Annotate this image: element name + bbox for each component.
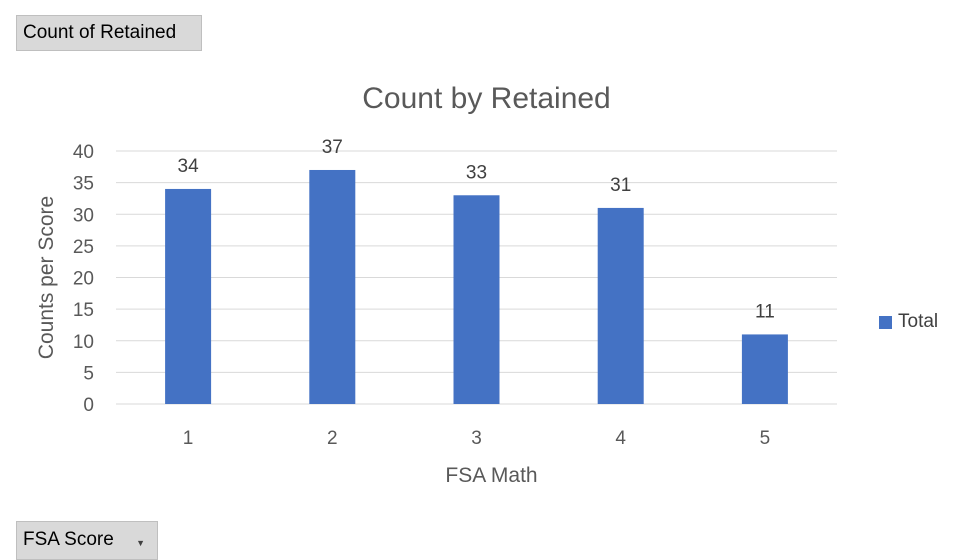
axis-field-button[interactable]: FSA Score ▼	[16, 521, 158, 560]
y-tick-label: 5	[83, 363, 94, 384]
y-tick-label: 25	[73, 237, 94, 258]
data-label: 37	[322, 137, 343, 158]
y-axis-title: Counts per Score	[35, 196, 58, 359]
dropdown-arrow-icon: ▼	[136, 538, 145, 548]
y-tick-label: 40	[73, 142, 94, 163]
bar	[165, 188, 212, 404]
x-tick-label: 1	[183, 428, 194, 449]
x-tick-label: 3	[471, 428, 482, 449]
bar	[453, 195, 500, 404]
bar-chart: Count by Retained0510152025303540Counts …	[35, 82, 837, 487]
chart-title: Count by Retained	[362, 82, 611, 115]
y-tick-label: 10	[73, 332, 94, 353]
bar	[597, 207, 644, 404]
y-tick-label: 0	[83, 395, 94, 416]
x-tick-label: 2	[327, 428, 338, 449]
data-label: 11	[755, 301, 775, 322]
axis-field-label: FSA Score	[23, 529, 114, 550]
x-tick-label: 4	[615, 428, 626, 449]
x-axis-title: FSA Math	[445, 464, 537, 487]
y-tick-label: 20	[73, 269, 94, 290]
bar	[741, 334, 788, 404]
value-field-label: Count of Retained	[23, 22, 177, 43]
legend: Total	[879, 311, 938, 333]
bar	[309, 169, 356, 404]
value-field-button[interactable]: Count of Retained	[16, 15, 202, 51]
x-tick-label: 5	[760, 428, 771, 449]
data-label: 31	[610, 175, 631, 196]
y-tick-label: 15	[73, 300, 94, 321]
data-label: 34	[178, 156, 200, 177]
y-tick-label: 30	[73, 205, 94, 226]
data-label: 33	[466, 162, 487, 183]
legend-swatch	[879, 315, 892, 329]
y-tick-label: 35	[73, 174, 94, 195]
legend-label: Total	[898, 311, 939, 332]
